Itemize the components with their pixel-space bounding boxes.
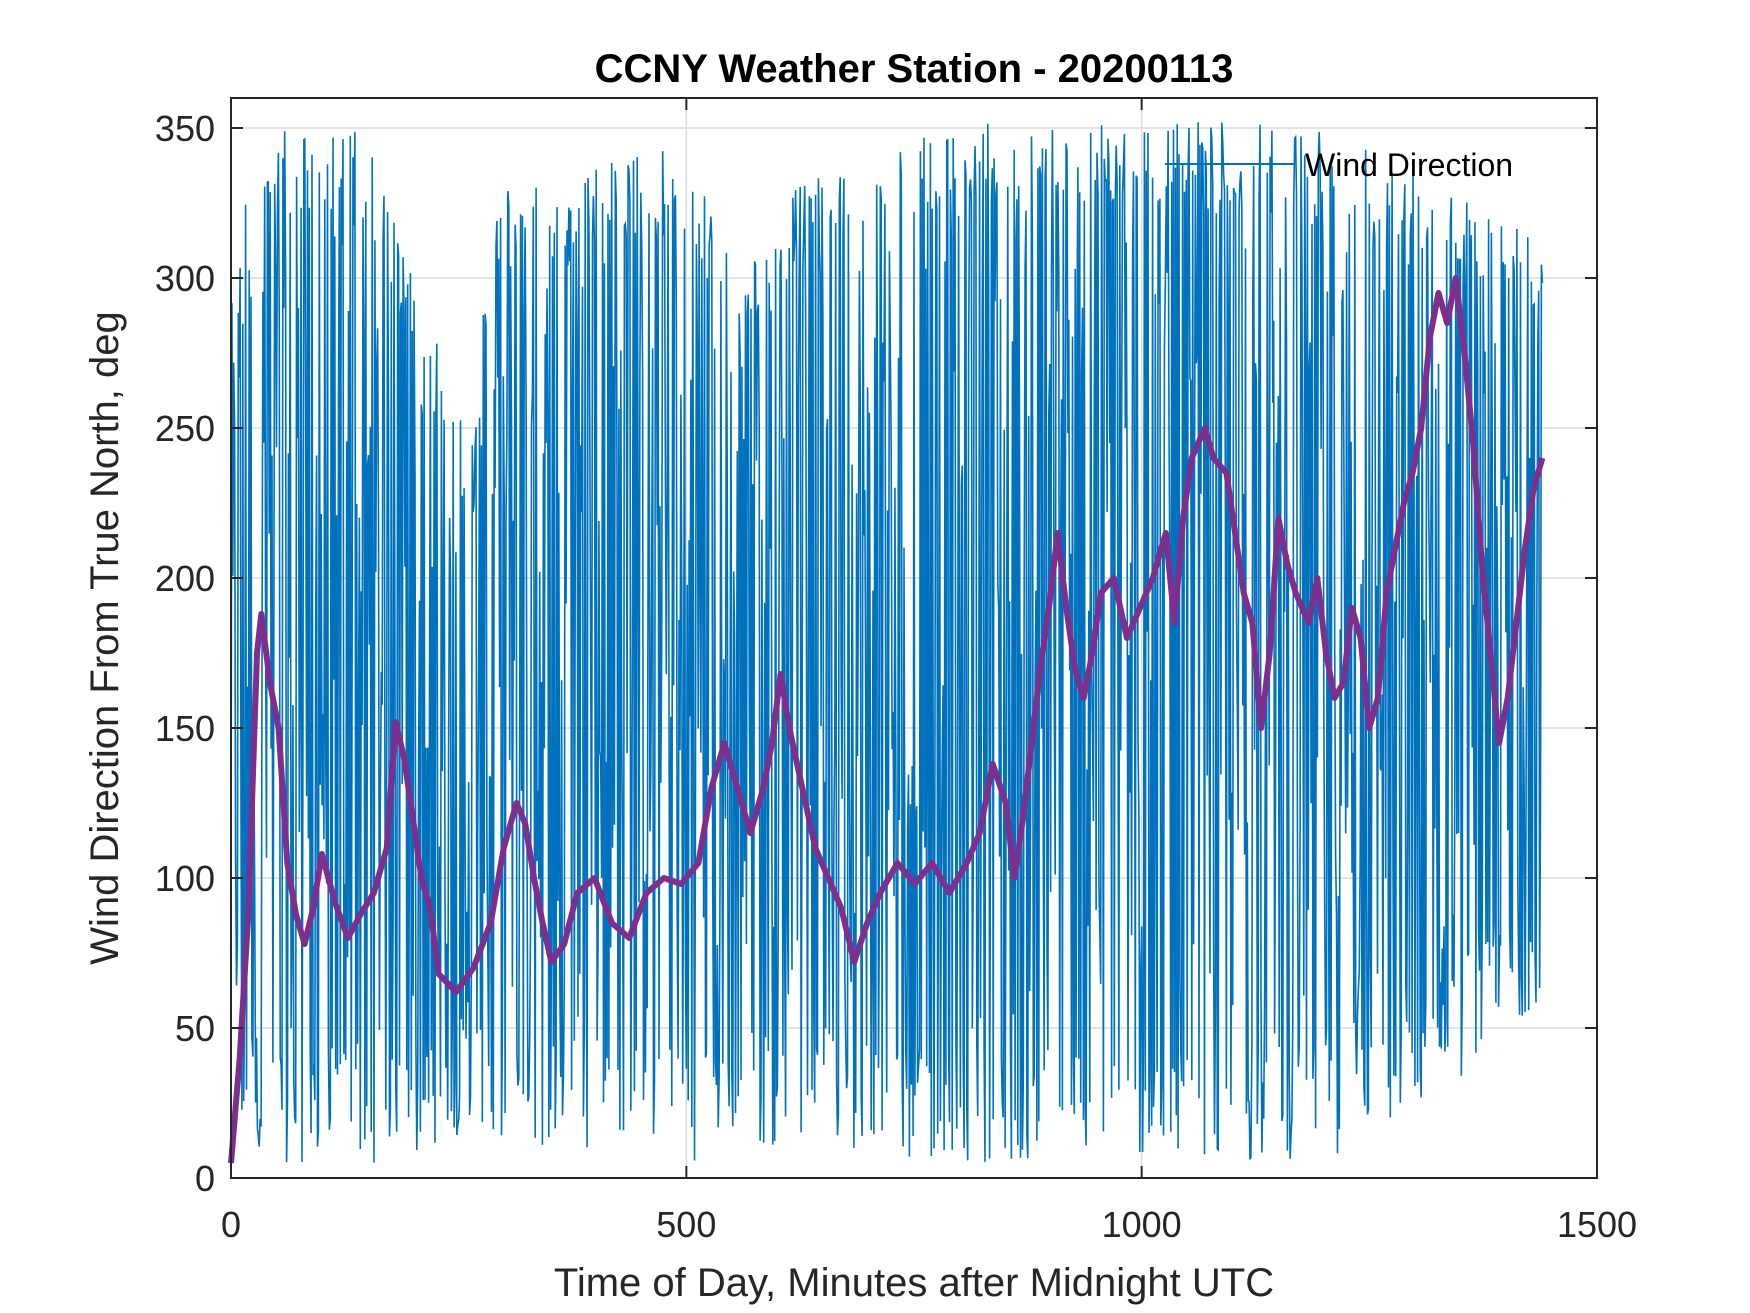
y-tick-label: 250	[155, 408, 215, 449]
y-tick-label: 300	[155, 258, 215, 299]
y-tick-label: 350	[155, 108, 215, 149]
x-tick-label: 1500	[1557, 1204, 1637, 1245]
x-tick-label: 1000	[1102, 1204, 1182, 1245]
y-tick-label: 0	[195, 1158, 215, 1199]
wind-direction-series	[230, 122, 1544, 1163]
chart-title: CCNY Weather Station - 20200113	[595, 47, 1234, 91]
y-tick-label: 200	[155, 558, 215, 599]
wind-direction-line	[230, 122, 1544, 1163]
ticks: 0 500 1000 1500 0 50 100 150 200 250 300 350	[155, 98, 1637, 1245]
plot-frame	[230, 97, 1598, 1179]
y-tick-label: 50	[175, 1008, 215, 1049]
smoothed-line	[228, 275, 1546, 1164]
y-tick-label: 150	[155, 708, 215, 749]
y-axis-label: Wind Direction From True North, deg	[83, 311, 127, 965]
x-axis-label: Time of Day, Minutes after Midnight UTC	[554, 1261, 1274, 1305]
smoothed-series	[228, 275, 1546, 1164]
legend: Wind Direction	[1165, 147, 1513, 183]
x-tick-label: 0	[221, 1204, 241, 1245]
y-tick-label: 100	[155, 858, 215, 899]
x-tick-label: 500	[656, 1204, 716, 1245]
legend-entry-wind-direction: Wind Direction	[1305, 147, 1513, 183]
